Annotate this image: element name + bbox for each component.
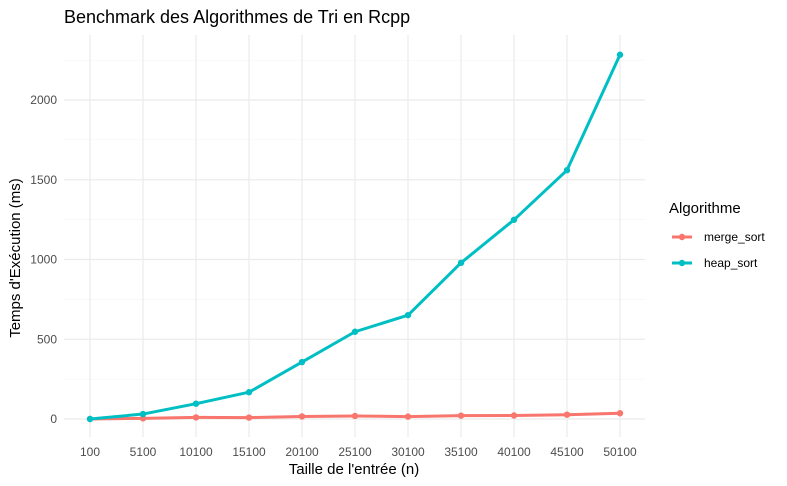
data-point-merge_sort: [298, 413, 306, 420]
x-tick-label: 45100: [550, 445, 584, 459]
data-point-heap_sort: [298, 358, 306, 366]
legend-title: Algorithme: [669, 200, 741, 217]
legend-label-heap_sort: heap_sort: [704, 256, 758, 270]
legend-label-merge_sort: merge_sort: [704, 230, 765, 244]
y-tick-label: 1000: [30, 253, 57, 267]
x-tick-label: 35100: [444, 445, 478, 459]
legend-items: merge_sort heap_sort: [672, 230, 765, 270]
data-point-merge_sort: [457, 412, 465, 419]
x-tick-label: 20100: [285, 445, 319, 459]
x-axis-title: Taille de l'entrée (n): [289, 461, 419, 478]
y-tick-label: 2000: [30, 93, 57, 107]
data-point-merge_sort: [404, 413, 412, 420]
data-point-heap_sort: [457, 259, 465, 267]
y-tick-label: 0: [50, 412, 57, 426]
legend-key-point-merge_sort: [678, 233, 686, 241]
data-point-heap_sort: [616, 51, 624, 58]
chart-title: Benchmark des Algorithmes de Tri en Rcpp: [64, 7, 410, 27]
x-tick-label: 100: [80, 445, 100, 459]
y-axis-title: Temps d'Exécution (ms): [7, 178, 24, 338]
x-tick-label: 50100: [603, 445, 637, 459]
x-tick-label: 25100: [338, 445, 372, 459]
x-tick-label: 10100: [179, 445, 213, 459]
data-point-merge_sort: [616, 410, 624, 417]
data-point-heap_sort: [245, 389, 253, 396]
data-point-merge_sort: [245, 414, 253, 421]
data-point-heap_sort: [192, 400, 200, 407]
x-tick-label: 30100: [391, 445, 425, 459]
series-layer: [86, 51, 624, 423]
legend: Algorithme merge_sort heap_sort: [669, 200, 765, 270]
data-point-heap_sort: [563, 166, 571, 174]
data-point-heap_sort: [86, 415, 94, 423]
x-axis-ticks: 100 5100 10100 15100 20100 25100 30100 35100 401…: [80, 445, 637, 459]
y-tick-label: 1500: [30, 173, 57, 187]
data-point-merge_sort: [510, 412, 518, 419]
data-point-heap_sort: [404, 311, 412, 319]
y-axis-ticks: 0 500 1000 1500 2000: [30, 93, 57, 426]
legend-key-point-heap_sort: [678, 259, 686, 267]
x-tick-label: 15100: [232, 445, 266, 459]
y-tick-label: 500: [37, 332, 57, 346]
data-point-heap_sort: [510, 216, 518, 223]
grid: [64, 35, 645, 437]
data-point-merge_sort: [192, 414, 200, 421]
data-point-merge_sort: [563, 411, 571, 418]
data-point-merge_sort: [351, 412, 359, 420]
data-point-heap_sort: [139, 410, 147, 418]
data-point-heap_sort: [351, 328, 359, 335]
x-tick-label: 5100: [130, 445, 157, 459]
x-tick-label: 40100: [497, 445, 531, 459]
